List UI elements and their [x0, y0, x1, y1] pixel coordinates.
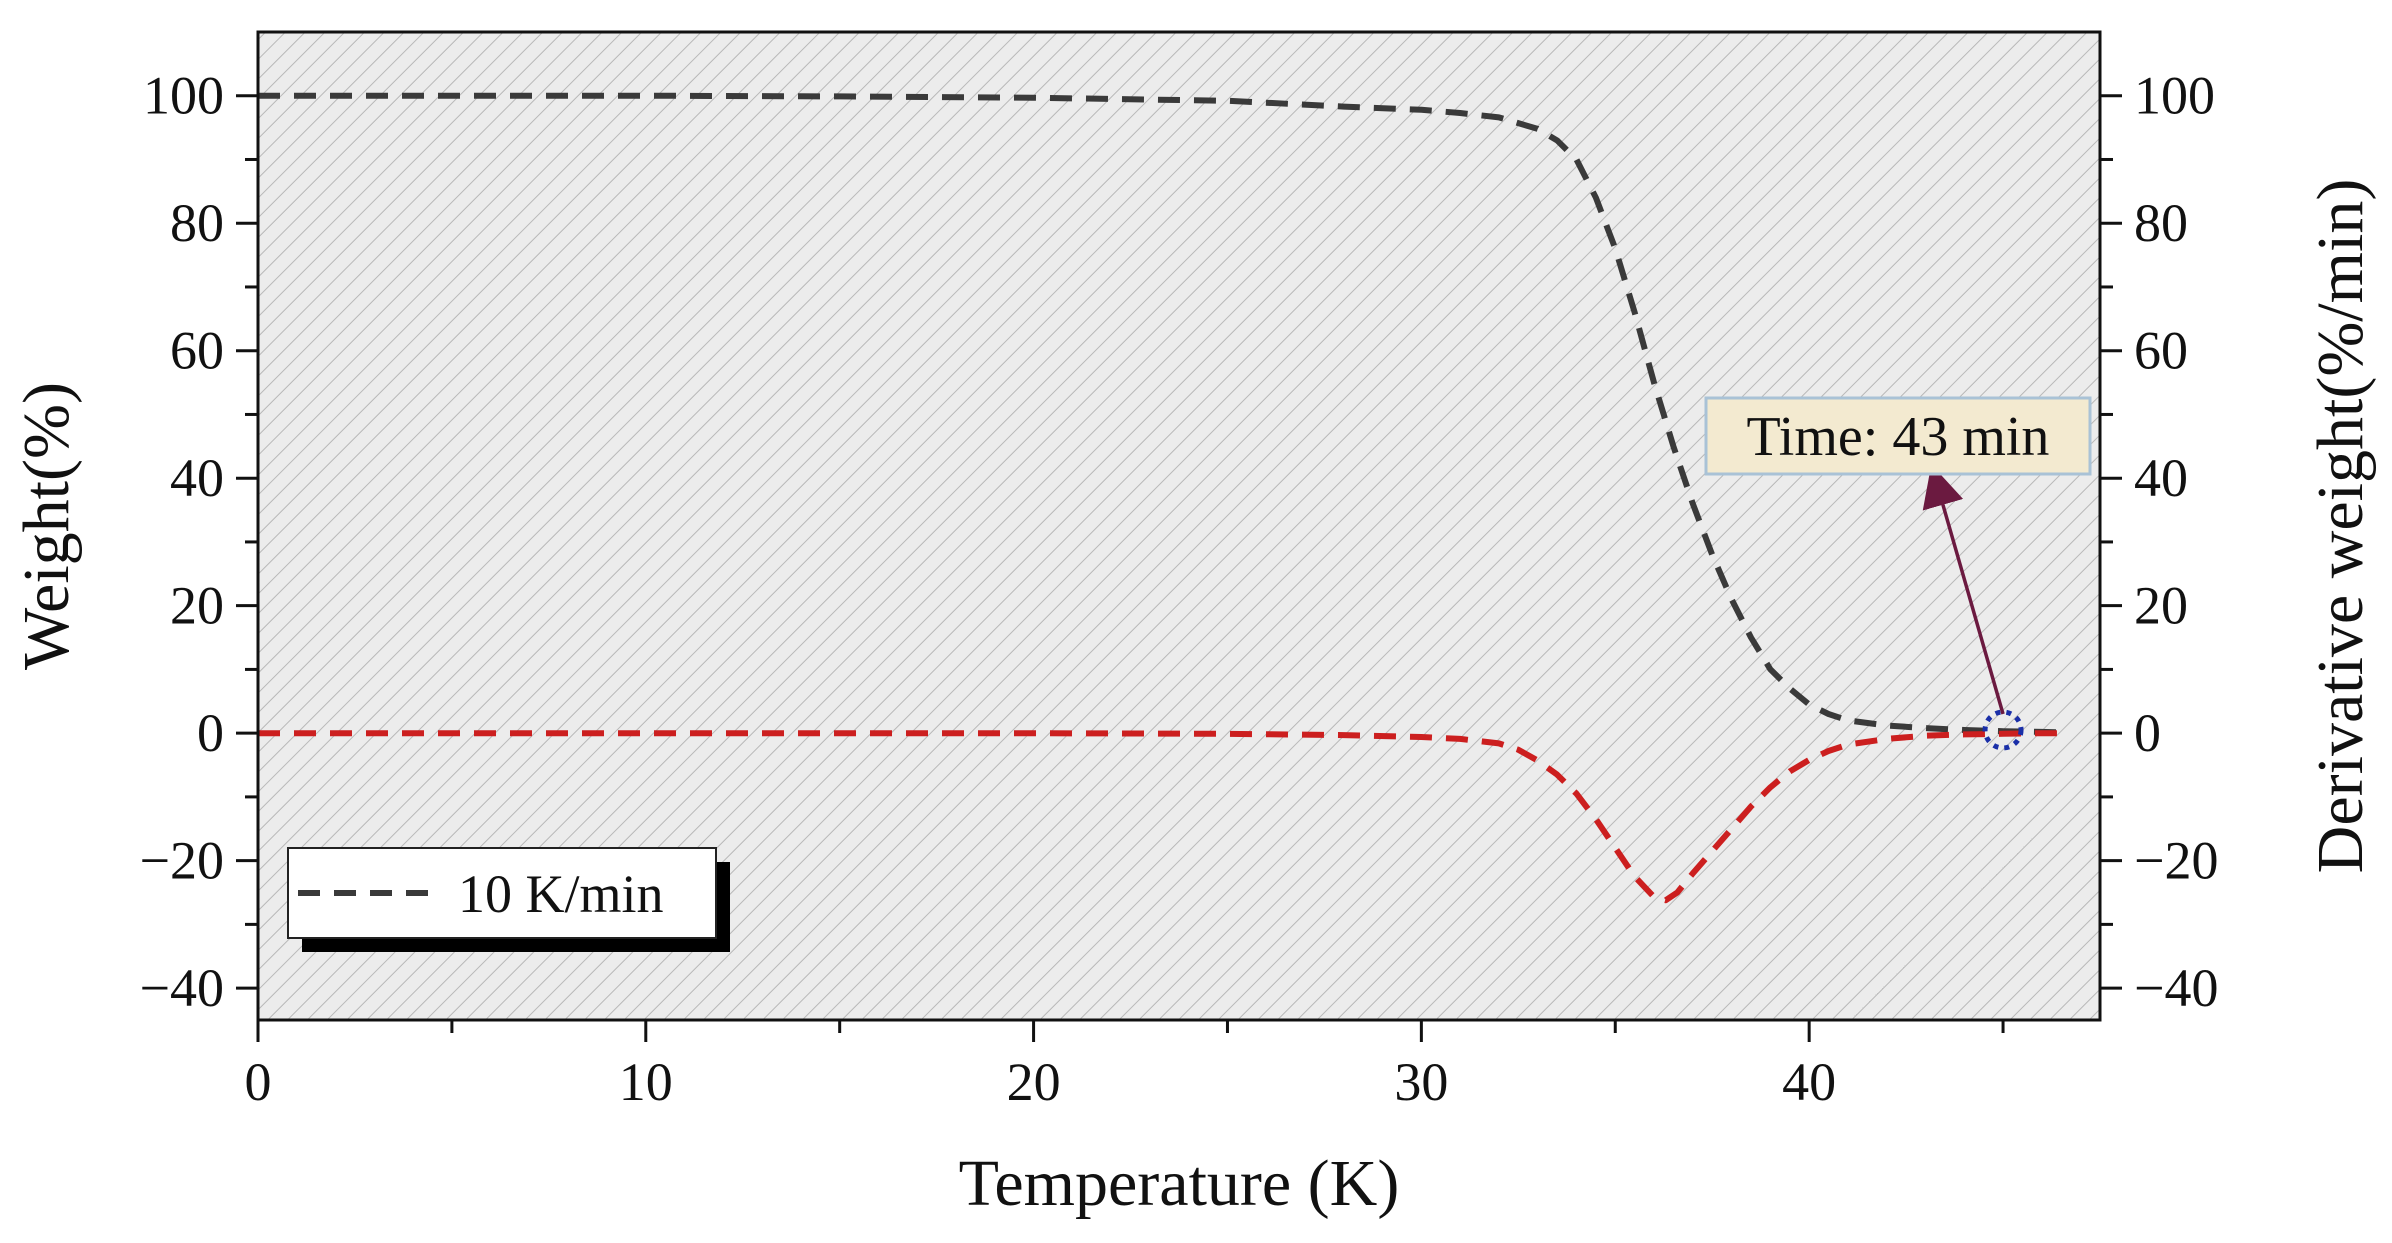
- series-layer: [258, 92, 2070, 904]
- y2-tick-label: 40: [2134, 448, 2188, 508]
- annotation-layer: Time: 43 min: [1704, 396, 2092, 751]
- y2-tick-label: 60: [2134, 321, 2188, 381]
- x-tick-label: 10: [619, 1052, 673, 1112]
- y-tick-label: −40: [140, 958, 224, 1018]
- annotation-arrow: [1922, 464, 2005, 715]
- y-tick-label: 60: [170, 321, 224, 381]
- y-tick-label: 20: [170, 576, 224, 636]
- dotted-circle-marker: [1982, 709, 2024, 751]
- y-axis-title: Weight(%): [10, 382, 83, 670]
- y2-tick-label: 0: [2134, 703, 2161, 763]
- legend: 10 K/min: [287, 847, 730, 952]
- y-tick-label: 80: [170, 193, 224, 253]
- y2-tick-label: −20: [2134, 831, 2218, 891]
- y2-tick-label: −40: [2134, 958, 2218, 1018]
- legend-label: 10 K/min: [458, 864, 664, 924]
- y-tick-label: 100: [143, 66, 224, 126]
- x-tick-label: 0: [245, 1052, 272, 1112]
- x-tick-label: 40: [1782, 1052, 1836, 1112]
- x-tick-label: 30: [1394, 1052, 1448, 1112]
- plot-frame: [256, 30, 2102, 1022]
- annotation-text: Time: 43 min: [1747, 406, 2050, 468]
- y-tick-label: −20: [140, 831, 224, 891]
- y2-tick-label: 80: [2134, 193, 2188, 253]
- axes-layer: 0 10 20 30 40 −40 −20 0 20 40 60 80 100 −40 −20 0 20 40 60…: [140, 30, 2218, 1112]
- x-tick-label: 20: [1007, 1052, 1061, 1112]
- y2-axis-title: Derivative weight(%/min): [2304, 179, 2377, 874]
- x-axis-title: Temperature (K): [959, 1147, 1400, 1220]
- series-line-0: [258, 92, 2070, 736]
- series-line-1: [258, 730, 2069, 904]
- y2-tick-label: 20: [2134, 576, 2188, 636]
- y2-tick-label: 100: [2134, 66, 2215, 126]
- annotation-box: [1704, 396, 2092, 476]
- legend-box: [287, 847, 717, 939]
- y-tick-label: 40: [170, 448, 224, 508]
- y-tick-label: 0: [197, 703, 224, 763]
